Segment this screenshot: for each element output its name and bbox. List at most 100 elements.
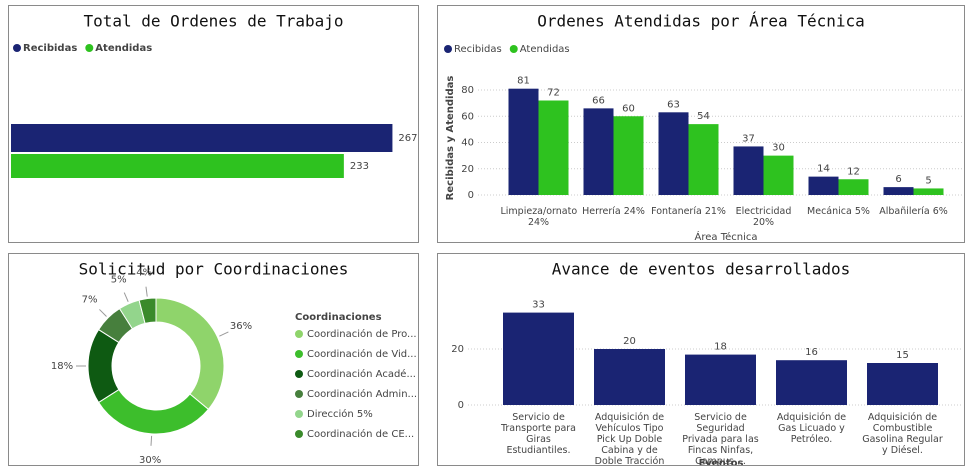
data-label: 63 (667, 99, 680, 110)
legend-label: Coordinación de Vid... (307, 348, 417, 360)
bar (776, 360, 847, 405)
y-tick-label: 20 (451, 344, 464, 355)
data-label: 15 (896, 350, 909, 361)
legend-label: Coordinación de Pro... (307, 328, 417, 340)
legend-label: Recibidas (23, 43, 77, 54)
legend-marker (295, 370, 303, 378)
bar (11, 154, 344, 178)
x-tick-label: Fontanería 21% (651, 206, 726, 217)
bar (11, 124, 393, 152)
legend-label: Recibidas (454, 44, 502, 55)
donut-segment (138, 297, 157, 324)
chart: Ordenes Atendidas por Área Técnica Recibi… (444, 12, 963, 242)
chart-title: Avance de eventos desarrollados (552, 260, 851, 279)
data-label: 37 (742, 133, 755, 144)
data-label: 81 (517, 76, 530, 87)
x-tick-label: Limpieza/ornato 24% (500, 206, 578, 228)
bar (808, 176, 839, 195)
legend-title: Coordinaciones (295, 312, 382, 323)
data-label: 30 (772, 143, 785, 154)
legend-marker (295, 390, 303, 398)
data-label: 66 (592, 95, 605, 106)
data-label: 30% (139, 455, 161, 465)
donut-segment (87, 328, 120, 404)
data-label: 18% (51, 361, 73, 372)
x-tick-label: Adquisición de Vehículos Tipo Pick Up Do… (594, 412, 665, 467)
data-label: 54 (697, 111, 710, 122)
bar (583, 108, 614, 195)
legend-label: Coordinación Admin... (307, 388, 417, 400)
chart: Avance de eventos desarrollados 0 20 33 20 18… (451, 260, 963, 465)
y-tick-label: 20 (461, 164, 474, 175)
panel: Solicitud por Coordinaciones 36% Coordinac… (8, 253, 419, 466)
x-tick-label: Adquisición de Gas Licuado y Petróleo. (776, 412, 847, 445)
bar (503, 312, 574, 405)
x-tick-label: Adquisición de Combustible Gasolina Regu… (862, 412, 943, 456)
x-tick-label: Herrería 24% (582, 206, 645, 217)
y-tick-label: 40 (461, 138, 474, 149)
leader-line (219, 331, 229, 337)
data-label: 12 (847, 166, 860, 177)
data-label: 36% (230, 321, 252, 332)
panel: Ordenes Atendidas por Área Técnica Recibi… (437, 5, 965, 243)
legend-label: Coordinación Acadé... (307, 368, 416, 380)
data-label: 33 (532, 300, 545, 311)
legend-marker (509, 45, 518, 53)
data-label: 4% (136, 268, 152, 279)
y-tick-label: 0 (468, 190, 474, 201)
y-tick-label: 0 (458, 400, 464, 411)
legend-label: Atendidas (520, 44, 570, 55)
legend-marker (295, 330, 303, 338)
bar (685, 354, 756, 405)
bar (594, 349, 665, 405)
bar (913, 188, 944, 195)
bar (538, 100, 569, 195)
bar (883, 187, 914, 195)
donut-segment (97, 388, 210, 435)
legend-label: Dirección 5% (307, 408, 373, 420)
leader-line (99, 309, 107, 317)
data-label: 20 (623, 336, 636, 347)
data-label: 5% (111, 275, 127, 286)
data-label: 16 (805, 347, 818, 358)
legend-marker (295, 410, 303, 418)
panel: Avance de eventos desarrollados 0 20 33 20 18… (437, 253, 965, 467)
legend-marker (444, 45, 452, 53)
data-label: 267 (398, 133, 417, 144)
bar (508, 88, 539, 195)
bar (658, 112, 689, 195)
bar (733, 146, 764, 195)
legend-marker (295, 350, 303, 358)
bar (763, 155, 794, 195)
x-axis-title: Eventos (699, 458, 744, 465)
y-tick-label: 80 (461, 85, 474, 96)
legend-label: Atendidas (95, 43, 152, 54)
donut-segment (155, 297, 225, 411)
x-tick-label: Mecánica 5% (807, 206, 870, 217)
x-axis-title: Área Técnica (695, 230, 758, 242)
x-tick-label: Servicio de Seguridad Privada para las F… (682, 412, 759, 467)
x-tick-label: Servicio de Transporte para Giras Estudi… (500, 412, 577, 456)
y-axis-title: Recibidas y Atendidas (445, 76, 456, 201)
data-label: 233 (350, 161, 369, 172)
bar (688, 124, 719, 195)
data-label: 60 (622, 103, 635, 114)
legend-label: Coordinación de CE... (307, 428, 414, 440)
bar (867, 363, 938, 405)
data-label: 14 (817, 164, 830, 175)
legend-marker (295, 430, 303, 438)
x-tick-label: Electricidad 20% (735, 206, 792, 228)
chart-title: Solicitud por Coordinaciones (79, 260, 349, 279)
leader-line (145, 286, 148, 297)
legend-marker (13, 44, 21, 52)
chart-title: Ordenes Atendidas por Área Técnica (537, 12, 865, 31)
chart: Solicitud por Coordinaciones 36% Coordinac… (51, 260, 417, 466)
data-label: 72 (547, 88, 560, 99)
data-label: 7% (82, 295, 98, 306)
x-tick-label: Albañilería 6% (879, 206, 948, 217)
data-label: 5 (925, 175, 931, 186)
legend-marker (85, 44, 94, 52)
chart-title: Total de Ordenes de Trabajo (83, 12, 343, 31)
leader-line (123, 292, 129, 302)
leader-line (150, 435, 153, 446)
